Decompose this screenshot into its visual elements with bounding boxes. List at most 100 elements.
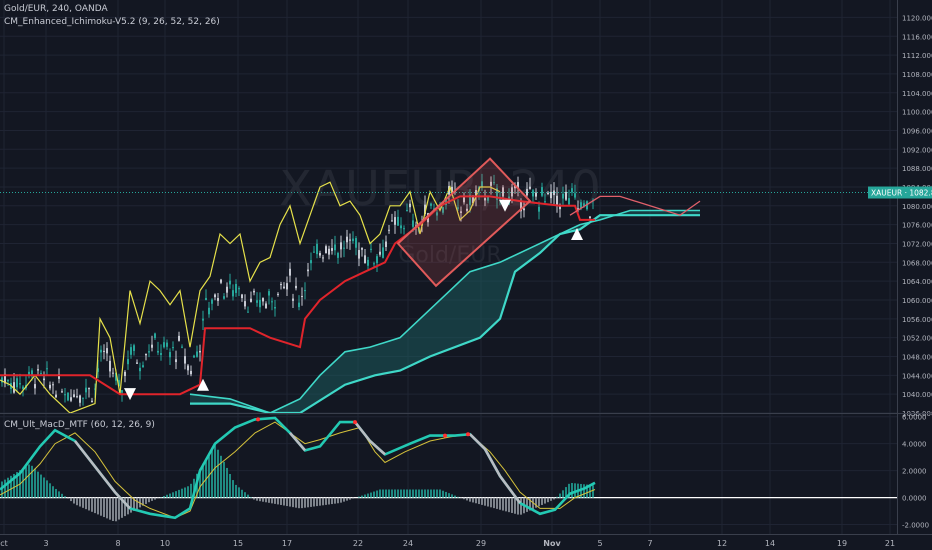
candle-body: [184, 356, 186, 364]
candle-body: [304, 290, 306, 292]
candle-body: [109, 360, 111, 372]
candle-body: [124, 371, 126, 377]
candle-body: [310, 260, 312, 264]
candle-body: [271, 301, 273, 303]
y-tick-label: 1088.000: [902, 165, 932, 173]
candle-body: [550, 191, 552, 199]
macd-cross-dot: [466, 432, 470, 437]
candle-body: [148, 351, 150, 353]
candle-body: [277, 293, 279, 295]
y-tick-label: 1108.000: [902, 71, 932, 79]
candle-body: [157, 350, 159, 353]
macd-pane: [0, 416, 897, 522]
candle-body: [313, 251, 315, 253]
candle-body: [199, 350, 201, 353]
candle-body: [34, 384, 36, 389]
candle-body: [13, 382, 15, 393]
candle-body: [127, 359, 129, 365]
candle-body: [232, 290, 234, 297]
candle-body: [532, 190, 534, 197]
candle-body: [178, 335, 180, 341]
candle-body: [130, 347, 132, 355]
candle-body: [163, 342, 165, 348]
candle-body: [244, 301, 246, 307]
indicator-title: CM_Enhanced_Ichimoku-V5.2 (9, 26, 52, 52…: [4, 17, 220, 27]
candle-body: [298, 302, 300, 308]
last-price-label: XAUEUR · 1082.820: [871, 189, 932, 198]
highlight-box: [396, 157, 532, 288]
symbol-title: Gold/EUR, 240, OANDA: [4, 4, 108, 14]
y-tick-label: 1112.000: [902, 52, 932, 60]
candle-body: [211, 299, 213, 304]
candle-body: [247, 311, 249, 313]
candle-body: [79, 395, 81, 403]
candle-body: [133, 345, 135, 351]
candle-body: [424, 204, 426, 215]
candle-body: [352, 238, 354, 242]
candle-body: [1, 377, 3, 383]
x-tick-label: 8: [115, 539, 120, 548]
y-tick-label: 1052.000: [902, 335, 932, 343]
candle-body: [283, 286, 285, 289]
candle-body: [262, 298, 264, 302]
candle-body: [22, 386, 24, 390]
y-tick-label: 1068.000: [902, 259, 932, 267]
candle-body: [568, 198, 570, 205]
candle-body: [229, 280, 231, 285]
candle-body: [202, 318, 204, 321]
candle-body: [406, 209, 408, 211]
sell-signal-marker: [124, 388, 136, 401]
candle-body: [4, 373, 6, 384]
macd-y-tick-label: -2.0000: [902, 522, 929, 530]
candle-body: [31, 370, 33, 377]
candle-body: [274, 307, 276, 309]
candle-body: [475, 189, 477, 198]
candle-body: [52, 384, 54, 386]
macd-cross-dot: [353, 420, 357, 425]
y-tick-label: 1072.000: [902, 240, 932, 248]
candle-body: [226, 286, 228, 293]
channel-box: [396, 157, 532, 288]
candle-body: [61, 391, 63, 393]
indicator-lines: [0, 181, 897, 414]
candle-body: [385, 241, 387, 247]
candle-body: [574, 193, 576, 198]
candle-body: [58, 373, 60, 379]
candle-body: [196, 351, 198, 357]
candle-body: [181, 346, 183, 348]
signal-markers: [124, 199, 583, 401]
cloud-span-a: [189, 209, 700, 414]
candle-body: [403, 228, 405, 230]
candle-body: [349, 239, 351, 241]
macd-falling-segment: [353, 421, 386, 456]
macd-cross-dot: [443, 433, 447, 438]
candle-body: [265, 303, 267, 309]
candle-body: [364, 255, 366, 264]
candle-body: [256, 300, 258, 303]
candle-body: [205, 297, 207, 301]
candle-body: [442, 207, 444, 213]
y-tick-label: 1056.000: [902, 316, 932, 324]
candle-body: [391, 220, 393, 222]
candle-body: [241, 294, 243, 299]
candle-body: [307, 269, 309, 272]
x-tick-label: 14: [765, 539, 775, 548]
candle-body: [280, 284, 282, 286]
candle-body: [490, 181, 492, 186]
candle-body: [388, 229, 390, 231]
candle-body: [151, 344, 153, 348]
candle-body: [580, 202, 582, 209]
candle-body: [112, 372, 114, 374]
candle-body: [64, 394, 66, 396]
candle-body: [145, 353, 147, 356]
candle-body: [289, 268, 291, 276]
lagging-span: [569, 195, 701, 216]
x-tick-label: 5: [597, 539, 602, 548]
candle-body: [94, 388, 96, 390]
candle-body: [97, 368, 99, 372]
candle-body: [208, 307, 210, 315]
y-tick-label: 1096.000: [902, 127, 932, 135]
